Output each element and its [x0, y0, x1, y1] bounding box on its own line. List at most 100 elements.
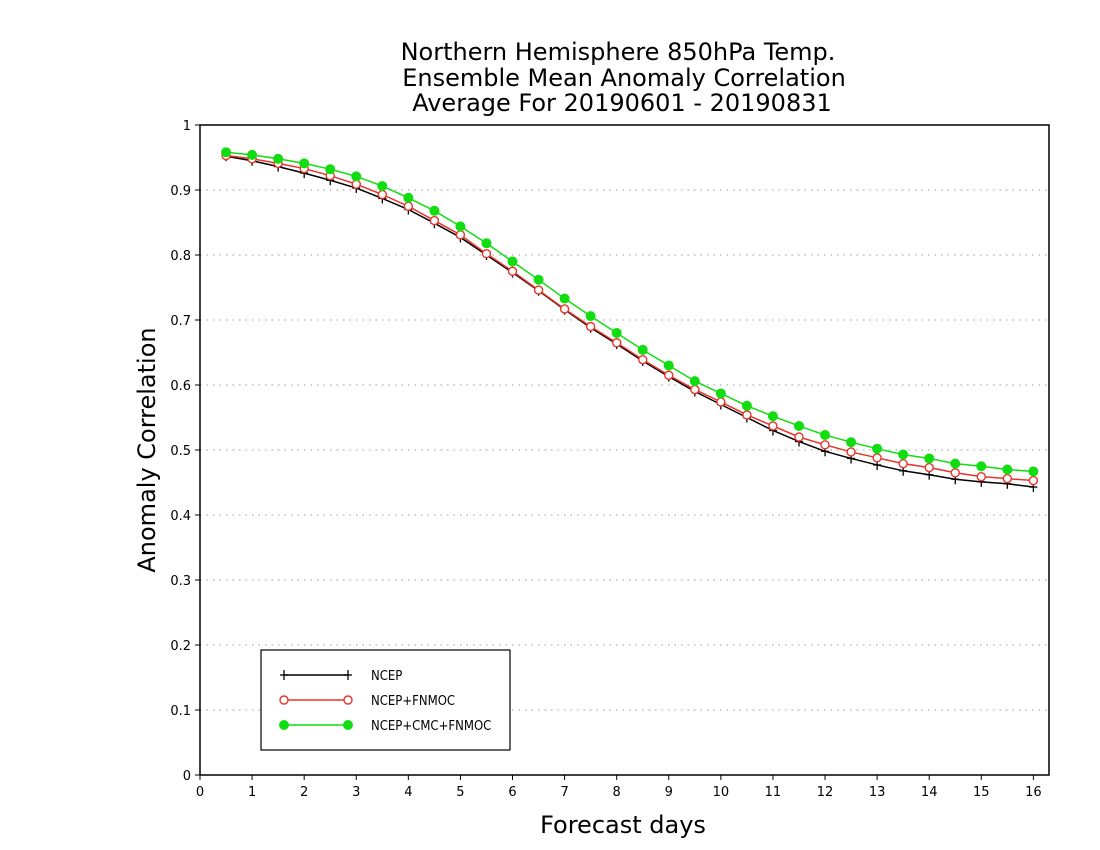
series-line [225, 155, 1034, 488]
legend-label: NCEP+FNMOC [371, 694, 455, 709]
series-line [225, 151, 1034, 473]
y-tick-label: 0 [183, 769, 191, 784]
data-point [872, 453, 882, 463]
x-tick-label: 7 [560, 785, 568, 800]
x-axis: 0 1 2 3 4 5 6 7 8 9 10 11 12 13 14 15 16 [196, 775, 1042, 800]
data-point [820, 430, 831, 441]
data-point [221, 147, 232, 158]
data-point [585, 311, 596, 322]
data-point [846, 437, 857, 448]
legend-label: NCEP+CMC+FNMOC [371, 719, 491, 734]
data-point [898, 458, 908, 469]
legend-marker [344, 670, 352, 680]
series-line [225, 154, 1034, 482]
x-tick-label: 8 [613, 785, 621, 800]
x-axis-title: Forecast days [540, 811, 706, 839]
data-point [637, 344, 648, 355]
grid-lines [200, 189, 1049, 711]
data-point [429, 215, 440, 226]
x-tick-label: 12 [817, 785, 834, 800]
x-tick-label: 4 [404, 785, 412, 800]
x-tick-label: 9 [665, 785, 673, 800]
data-point [533, 274, 544, 285]
legend-marker [279, 695, 289, 705]
y-tick-label: 0.7 [170, 314, 191, 329]
chart-title-line-1: Northern Hemisphere 850hPa Temp. [401, 38, 836, 66]
data-point [299, 158, 310, 169]
data-point [1002, 473, 1013, 484]
data-point [403, 192, 414, 203]
data-point [403, 201, 414, 211]
data-point [455, 221, 466, 232]
data-point [1002, 464, 1013, 475]
data-point [768, 421, 778, 431]
data-point [950, 468, 960, 478]
x-tick-label: 0 [196, 785, 204, 800]
data-point [273, 153, 284, 164]
y-axis: 0 0.1 0.2 0.3 0.4 0.5 0.6 0.7 0.8 0.9 1 [170, 119, 200, 784]
x-tick-label: 2 [300, 785, 308, 800]
x-tick-label: 5 [456, 785, 464, 800]
data-point [950, 458, 961, 469]
series-ncep [222, 151, 1038, 493]
x-tick-label: 3 [352, 785, 360, 800]
legend-marker [343, 720, 353, 730]
data-point [481, 248, 492, 259]
y-axis-title: Anomaly Correlation [133, 327, 161, 572]
x-tick-label: 11 [765, 785, 782, 800]
data-point [716, 397, 726, 407]
data-point [247, 149, 258, 160]
y-tick-label: 0.6 [170, 379, 191, 394]
data-point [767, 411, 778, 422]
data-point [611, 328, 622, 338]
legend-label: NCEP [371, 669, 402, 684]
data-point [611, 338, 622, 348]
chart-title: Northern Hemisphere 850hPa Temp. Ensembl… [401, 38, 846, 117]
y-tick-label: 0.4 [170, 509, 191, 524]
data-point [976, 461, 987, 472]
series-ncep-cmc-fnmoc [221, 147, 1039, 477]
chart-title-line-2: Ensemble Mean Anomaly Correlation [402, 64, 846, 92]
data-point [846, 447, 856, 457]
data-point [872, 443, 883, 454]
series-group [221, 147, 1039, 493]
data-point [455, 230, 466, 240]
chart-title-line-3: Average For 20190601 - 20190831 [412, 89, 832, 117]
legend-item: NCEP [280, 669, 402, 684]
data-point [690, 384, 700, 395]
x-tick-label: 16 [1025, 785, 1042, 800]
y-tick-label: 1 [183, 119, 191, 134]
data-point [559, 293, 570, 304]
y-tick-label: 0.5 [170, 444, 191, 459]
data-point [794, 432, 804, 442]
y-tick-label: 0.2 [170, 639, 191, 654]
x-tick-label: 13 [869, 785, 886, 800]
y-tick-label: 0.3 [170, 574, 191, 589]
data-point [377, 189, 388, 200]
data-point [664, 370, 674, 380]
y-tick-label: 0.8 [170, 249, 191, 264]
data-point [742, 410, 752, 420]
data-point [507, 266, 518, 276]
data-point [533, 285, 544, 295]
legend: NCEP NCEP+FNMOC NCEP+CMC+FNMOC [260, 649, 511, 751]
x-tick-label: 15 [973, 785, 990, 800]
data-point [429, 205, 440, 216]
data-point [793, 420, 804, 431]
data-point [741, 400, 752, 411]
data-point [377, 181, 388, 192]
legend-item: NCEP+CMC+FNMOC [279, 719, 491, 734]
data-point [351, 171, 362, 182]
x-tick-label: 10 [713, 785, 730, 800]
data-point [325, 164, 336, 175]
legend-marker [343, 695, 353, 705]
x-tick-label: 1 [248, 785, 256, 800]
data-point [898, 449, 909, 460]
data-point [559, 304, 570, 314]
data-point [663, 360, 674, 371]
x-tick-label: 6 [508, 785, 516, 800]
legend-marker [280, 670, 288, 680]
y-tick-label: 0.1 [170, 704, 191, 719]
data-point [638, 354, 648, 365]
